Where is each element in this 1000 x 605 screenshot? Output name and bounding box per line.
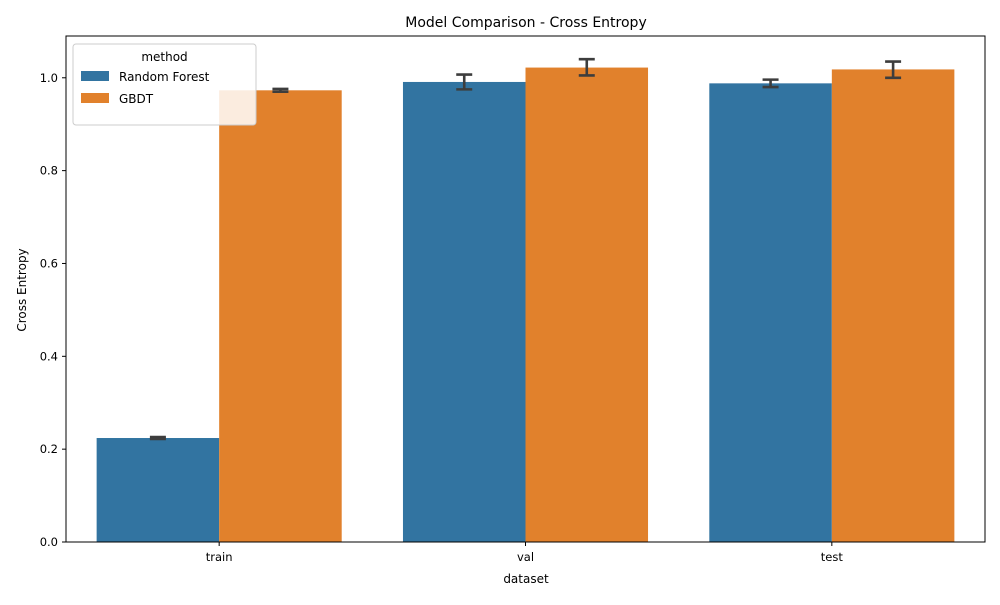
bar xyxy=(402,81,526,543)
x-axis-label: dataset xyxy=(503,572,549,586)
legend-label: Random Forest xyxy=(119,70,210,84)
x-tick-label: train xyxy=(206,550,233,564)
bar xyxy=(96,438,220,542)
x-tick-label: test xyxy=(821,550,844,564)
bar xyxy=(709,83,832,542)
legend-swatch xyxy=(81,71,109,81)
y-axis-label: Cross Entropy xyxy=(15,248,29,331)
y-tick-label: 1.0 xyxy=(40,71,58,85)
error-bars-layer xyxy=(149,57,902,441)
axes-layer: 0.0 0.2 0.4 0.6 0.8 1.0 train val test xyxy=(40,35,986,564)
bars-layer xyxy=(96,67,955,543)
y-tick-label: 0.2 xyxy=(40,442,58,456)
legend-title: method xyxy=(141,50,187,64)
bar xyxy=(525,67,649,543)
legend-box xyxy=(72,43,257,126)
y-tick-label: 0.4 xyxy=(40,349,58,363)
legend-swatch xyxy=(81,93,109,103)
y-tick-label: 0.8 xyxy=(40,164,58,178)
bar xyxy=(831,69,955,542)
y-tick-label: 0.6 xyxy=(40,256,58,270)
x-tick-label: val xyxy=(517,550,534,564)
y-tick-label: 0.0 xyxy=(40,535,58,549)
legend: method Random Forest GBDT xyxy=(72,43,257,126)
legend-label: GBDT xyxy=(119,92,154,106)
bar xyxy=(219,90,342,543)
chart-title: Model Comparison - Cross Entropy xyxy=(405,15,646,31)
